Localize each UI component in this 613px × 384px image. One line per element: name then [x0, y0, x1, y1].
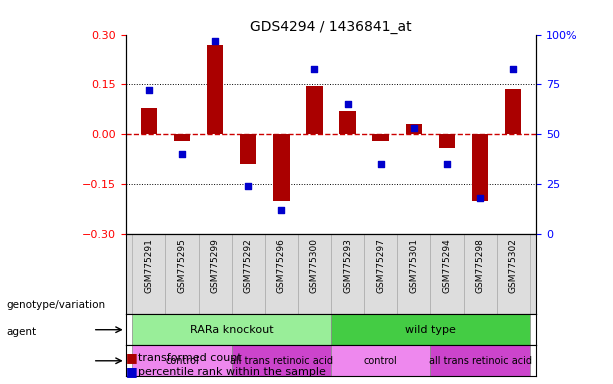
Text: control: control — [165, 356, 199, 366]
Bar — [240, 134, 256, 164]
Point — [177, 151, 187, 157]
FancyBboxPatch shape — [232, 234, 265, 314]
FancyBboxPatch shape — [331, 234, 364, 314]
FancyBboxPatch shape — [331, 314, 530, 345]
Text: RARa knockout: RARa knockout — [190, 325, 273, 335]
Point — [210, 38, 220, 44]
FancyBboxPatch shape — [132, 345, 232, 376]
Text: genotype/variation: genotype/variation — [6, 300, 105, 310]
Bar — [472, 134, 489, 201]
Text: transformed count: transformed count — [138, 353, 242, 363]
Bar — [306, 86, 322, 134]
Text: GSM775291: GSM775291 — [144, 238, 153, 293]
FancyBboxPatch shape — [298, 234, 331, 314]
Text: GSM775299: GSM775299 — [211, 238, 219, 293]
Text: GSM775296: GSM775296 — [277, 238, 286, 293]
Text: percentile rank within the sample: percentile rank within the sample — [138, 367, 326, 377]
Text: ■: ■ — [126, 365, 137, 378]
FancyBboxPatch shape — [331, 345, 430, 376]
Text: GSM775301: GSM775301 — [409, 238, 418, 293]
Point — [276, 207, 286, 214]
Text: GSM775293: GSM775293 — [343, 238, 352, 293]
Point — [376, 161, 386, 167]
Text: GSM775292: GSM775292 — [244, 238, 253, 293]
Text: GSM775300: GSM775300 — [310, 238, 319, 293]
Point — [243, 183, 253, 189]
FancyBboxPatch shape — [199, 234, 232, 314]
Point — [144, 88, 154, 94]
Text: wild type: wild type — [405, 325, 456, 335]
Bar — [439, 134, 455, 148]
FancyBboxPatch shape — [397, 234, 430, 314]
FancyBboxPatch shape — [166, 234, 199, 314]
Point — [310, 65, 319, 71]
Bar — [173, 134, 190, 141]
Bar — [207, 45, 223, 134]
FancyBboxPatch shape — [132, 314, 331, 345]
Point — [508, 65, 518, 71]
Bar — [273, 134, 289, 201]
FancyBboxPatch shape — [232, 345, 331, 376]
Bar — [140, 108, 157, 134]
Text: agent: agent — [6, 327, 36, 337]
Point — [409, 125, 419, 131]
FancyBboxPatch shape — [132, 234, 166, 314]
Text: GSM775298: GSM775298 — [476, 238, 484, 293]
Title: GDS4294 / 1436841_at: GDS4294 / 1436841_at — [250, 20, 412, 33]
Bar — [340, 111, 356, 134]
FancyBboxPatch shape — [463, 234, 497, 314]
Text: GSM775302: GSM775302 — [509, 238, 518, 293]
Text: control: control — [364, 356, 398, 366]
Text: ■: ■ — [126, 351, 137, 364]
FancyBboxPatch shape — [265, 234, 298, 314]
FancyBboxPatch shape — [430, 234, 463, 314]
Text: GSM775294: GSM775294 — [443, 238, 451, 293]
Bar — [406, 124, 422, 134]
Text: all trans retinoic acid: all trans retinoic acid — [428, 356, 531, 366]
Text: all trans retinoic acid: all trans retinoic acid — [230, 356, 333, 366]
Bar — [505, 89, 522, 134]
Text: GSM775295: GSM775295 — [178, 238, 186, 293]
Point — [475, 195, 485, 202]
Text: GSM775297: GSM775297 — [376, 238, 385, 293]
Point — [343, 101, 352, 108]
FancyBboxPatch shape — [364, 234, 397, 314]
Point — [442, 161, 452, 167]
FancyBboxPatch shape — [497, 234, 530, 314]
Bar — [373, 134, 389, 141]
FancyBboxPatch shape — [430, 345, 530, 376]
